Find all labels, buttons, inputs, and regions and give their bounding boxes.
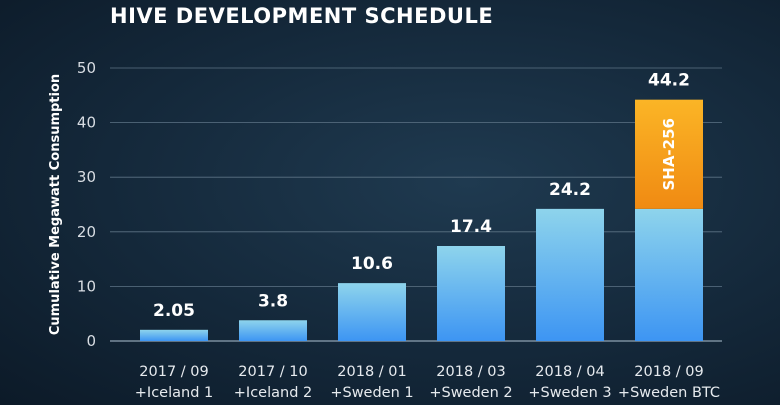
y-tick-label: 50: [77, 59, 96, 77]
x-category-label: 2018 / 01: [337, 364, 406, 380]
x-category-label: 2017 / 10: [238, 364, 307, 380]
bar-base-segment: [140, 329, 208, 341]
bar-sha256-segment: [635, 99, 703, 209]
y-axis-label: Cumulative Megawatt Consumption: [48, 74, 63, 335]
y-tick-label: 20: [77, 223, 96, 241]
x-category-label: 2017 / 09: [139, 364, 208, 380]
x-category-label: +Sweden 3: [528, 385, 611, 401]
bar-value-label: 2.05: [153, 301, 195, 321]
chart-title: HIVE DEVELOPMENT SCHEDULE: [110, 4, 494, 28]
bar-value-label: 3.8: [258, 291, 288, 311]
x-category-label: +Sweden 2: [429, 385, 512, 401]
bar-base-segment: [437, 245, 505, 341]
bar-base-segment: [338, 283, 406, 341]
x-category-label: +Sweden BTC: [618, 385, 720, 401]
bar-base-segment: [239, 320, 307, 341]
x-category-label: 2018 / 03: [436, 364, 505, 380]
y-tick-label: 40: [77, 114, 96, 132]
x-category-label: +Sweden 1: [330, 385, 413, 401]
bar-base-segment: [635, 208, 703, 341]
bar-base-segment: [536, 208, 604, 341]
y-tick-label: 30: [77, 168, 96, 186]
x-category-label: +Iceland 1: [135, 385, 213, 401]
bar-value-label: 17.4: [450, 217, 492, 237]
segment-label: SHA-256: [660, 118, 678, 191]
x-category-label: 2018 / 09: [634, 364, 703, 380]
x-category-label: +Iceland 2: [234, 385, 312, 401]
bar-value-label: 44.2: [648, 71, 690, 91]
x-category-label: 2018 / 04: [535, 364, 604, 380]
y-tick-label: 0: [86, 332, 96, 350]
bar-value-label: 24.2: [549, 180, 591, 200]
y-tick-label: 10: [77, 277, 96, 295]
bar-value-label: 10.6: [351, 254, 393, 274]
